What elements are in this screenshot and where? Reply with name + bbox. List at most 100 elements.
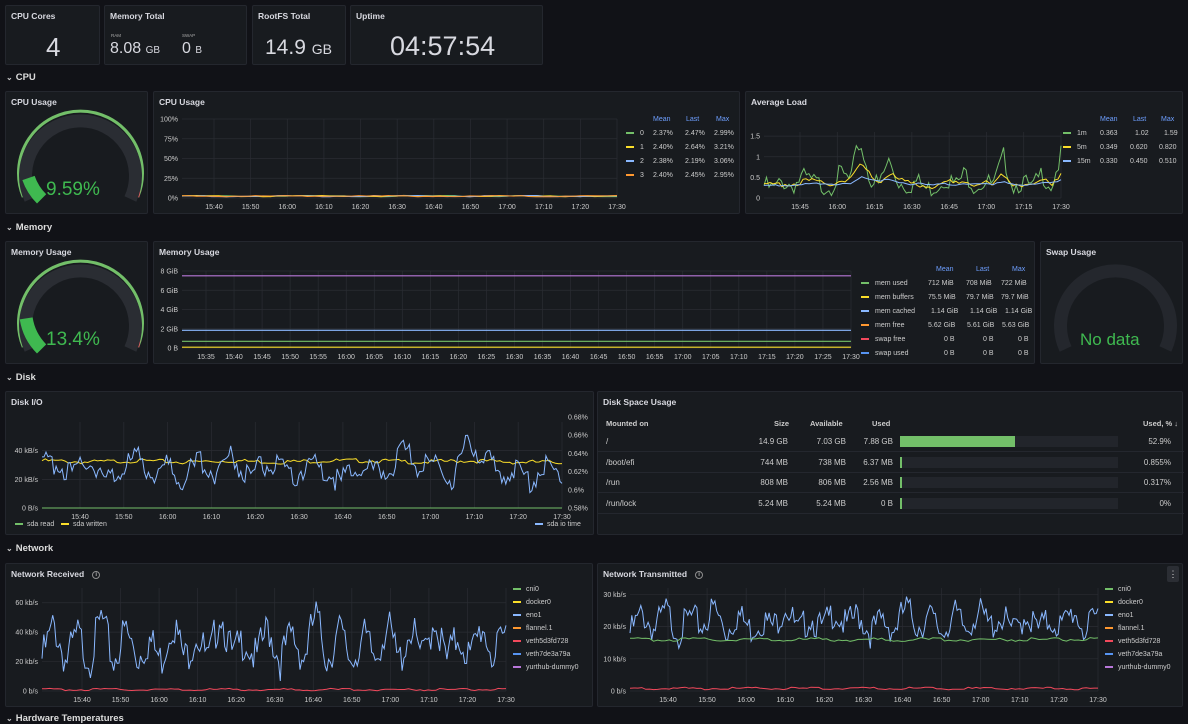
x-tick-label: 17:20 — [572, 204, 590, 211]
col-available[interactable]: Available — [810, 419, 843, 428]
legend-max: 1.59 — [1164, 130, 1178, 137]
legend-item[interactable]: mem free — [861, 322, 905, 329]
series-line-eno1 — [41, 601, 507, 682]
swap-usage-panel[interactable]: Swap Usage No data — [1040, 241, 1183, 364]
row-cpu[interactable]: ⌄ CPU — [6, 72, 36, 83]
legend-mean: 1.14 GiB — [931, 308, 959, 315]
legend-item[interactable]: 15m — [1063, 158, 1091, 165]
used-cell: 7.88 GB — [863, 437, 893, 446]
memory-gauge-panel[interactable]: Memory Usage 13.4% — [5, 241, 148, 364]
legend-item[interactable]: sda written — [61, 521, 107, 528]
panel-title: Memory Usage — [159, 247, 220, 257]
x-tick-label: 16:50 — [343, 697, 361, 704]
legend-header-mean: Mean — [1100, 116, 1118, 123]
swap-gauge — [1054, 264, 1177, 352]
series-swatch — [861, 296, 869, 299]
cpu-usage-panel[interactable]: CPU Usage 0% 25% 50% 75% 100% 15:40 15:50 16:00… — [153, 91, 740, 214]
legend-item[interactable]: sda read — [15, 521, 54, 528]
legend-item[interactable]: veth7de3a79a — [1105, 651, 1162, 658]
average-load-panel[interactable]: Average Load 0 0.5 1 1.5 15:45 16:00 16:15 16:3… — [745, 91, 1183, 214]
disk-space-panel[interactable]: Disk Space Usage Mounted on Size Availab… — [597, 391, 1184, 535]
info-icon[interactable]: i — [695, 570, 704, 579]
table-row[interactable]: / 14.9 GB 7.03 GB 7.88 GB 52.9% — [598, 432, 1184, 452]
legend-item[interactable]: 1m — [1063, 130, 1087, 137]
legend-mean: 2.38% — [653, 158, 673, 165]
memory-usage-panel[interactable]: Memory Usage 0 B 2 GiB 4 GiB 6 GiB 8 GiB 15:3… — [153, 241, 1035, 364]
legend-item[interactable]: swap used — [861, 350, 908, 357]
size-cell: 5.24 MB — [758, 498, 788, 508]
legend-item[interactable]: yurthub-dummy0 — [1105, 664, 1171, 671]
legend-item[interactable]: flannel.1 — [1105, 625, 1144, 632]
info-icon[interactable]: i — [92, 570, 101, 579]
network-received-panel[interactable]: Network Received i 0 b/s 20 kb/s 40 kb/s 60 … — [5, 563, 593, 707]
x-tick-label: 17:30 — [1089, 697, 1107, 704]
network-transmitted-panel[interactable]: Network Transmitted i ⋮ 0 b/s 10 kb/s 20 kb… — [597, 563, 1183, 707]
col-size[interactable]: Size — [774, 419, 790, 428]
legend-last: 2.19% — [685, 158, 705, 165]
legend-item[interactable]: sda io time — [535, 521, 581, 528]
legend-mean: 2.40% — [653, 172, 673, 179]
cpu-gauge-panel[interactable]: CPU Usage 9.59% — [5, 91, 148, 214]
legend-item[interactable]: eno1 — [513, 612, 542, 619]
legend-item[interactable]: veth5d3fd728 — [1105, 638, 1160, 645]
series-name: swap used — [875, 350, 909, 357]
legend-item[interactable]: 1 — [626, 144, 644, 151]
y-tick-label: 0 b/s — [23, 689, 39, 696]
swap-value: 0 B — [182, 40, 202, 58]
size-cell: 744 MB — [760, 457, 788, 467]
series-swatch — [513, 588, 521, 591]
legend-item[interactable]: cni0 — [1105, 586, 1131, 593]
legend-item[interactable]: yurthub-dummy0 — [513, 664, 579, 671]
legend-item[interactable]: flannel.1 — [513, 625, 552, 632]
series-name: 1m — [1077, 130, 1087, 137]
netrx-legend: cni0 docker0 eno1 flannel.1 veth5d3fd728… — [511, 586, 591, 678]
legend-item[interactable]: mem used — [861, 280, 908, 287]
legend-item[interactable]: 3 — [626, 172, 644, 179]
memory-total-panel[interactable]: Memory Total RAM 8.08 GB SWAP 0 B — [104, 5, 247, 65]
x-tick-label: 16:25 — [478, 354, 496, 361]
legend-header-max: Max — [1012, 266, 1026, 273]
x-tick-label: 17:25 — [814, 354, 832, 361]
legend-item[interactable]: 2 — [626, 158, 644, 165]
row-hardware[interactable]: ⌄ Hardware Temperatures — [6, 713, 124, 724]
cpu-cores-panel[interactable]: CPU Cores 4 — [5, 5, 100, 65]
legend-item[interactable]: veth5d3fd728 — [513, 638, 568, 645]
col-used[interactable]: Used — [872, 419, 891, 428]
uptime-panel[interactable]: Uptime 04:57:54 — [350, 5, 543, 65]
gauge-threshold-arc — [17, 109, 144, 198]
x-tick-label: 15:40 — [205, 204, 223, 211]
x-tick-label: 15:50 — [115, 514, 133, 521]
legend-item[interactable]: docker0 — [1105, 599, 1143, 606]
panel-menu-icon[interactable]: ⋮ — [1167, 566, 1179, 582]
gauge-value: 13.4% — [46, 329, 100, 350]
legend-item[interactable]: 0 — [626, 130, 644, 137]
x-tick-label: 16:00 — [337, 354, 355, 361]
x-tick-label: 15:40 — [659, 697, 677, 704]
legend-item[interactable]: cni0 — [513, 586, 539, 593]
x-tick-label: 15:40 — [73, 697, 91, 704]
legend-item[interactable]: swap free — [861, 336, 905, 343]
x-tick-label: 17:30 — [1052, 204, 1070, 211]
table-row[interactable]: /boot/efi 744 MB 738 MB 6.37 MB 0.855% — [598, 453, 1184, 473]
legend-item[interactable]: 5m — [1063, 144, 1087, 151]
x-tick-label: 16:15 — [422, 354, 440, 361]
table-row[interactable]: /run/lock 5.24 MB 5.24 MB 0 B 0% — [598, 494, 1184, 514]
row-memory[interactable]: ⌄ Memory — [6, 222, 52, 233]
legend-max: 2.95% — [714, 172, 734, 179]
row-disk[interactable]: ⌄ Disk — [6, 372, 36, 383]
table-row[interactable]: /run 808 MB 806 MB 2.56 MB 0.317% — [598, 473, 1184, 493]
rootfs-total-panel[interactable]: RootFS Total 14.9 GB — [252, 5, 346, 65]
legend-item[interactable]: mem buffers — [861, 294, 914, 301]
x-tick-label: 17:20 — [509, 514, 527, 521]
x-tick-label: 16:40 — [334, 514, 352, 521]
legend-item[interactable]: docker0 — [513, 599, 551, 606]
disk-io-panel[interactable]: Disk I/O 0 B/s 20 kB/s 40 kB/s 0.58% 0.6% 0.6… — [5, 391, 594, 535]
row-network[interactable]: ⌄ Network — [6, 543, 53, 554]
ram-number: 8.08 — [110, 40, 142, 57]
chevron-down-icon: ⌄ — [6, 544, 13, 553]
legend-item[interactable]: veth7de3a79a — [513, 651, 570, 658]
legend-item[interactable]: mem cached — [861, 308, 915, 315]
col-mounted-on[interactable]: Mounted on — [606, 419, 649, 428]
col-used-pct[interactable]: Used, % ↓ — [1143, 419, 1179, 428]
legend-item[interactable]: eno1 — [1105, 612, 1134, 619]
